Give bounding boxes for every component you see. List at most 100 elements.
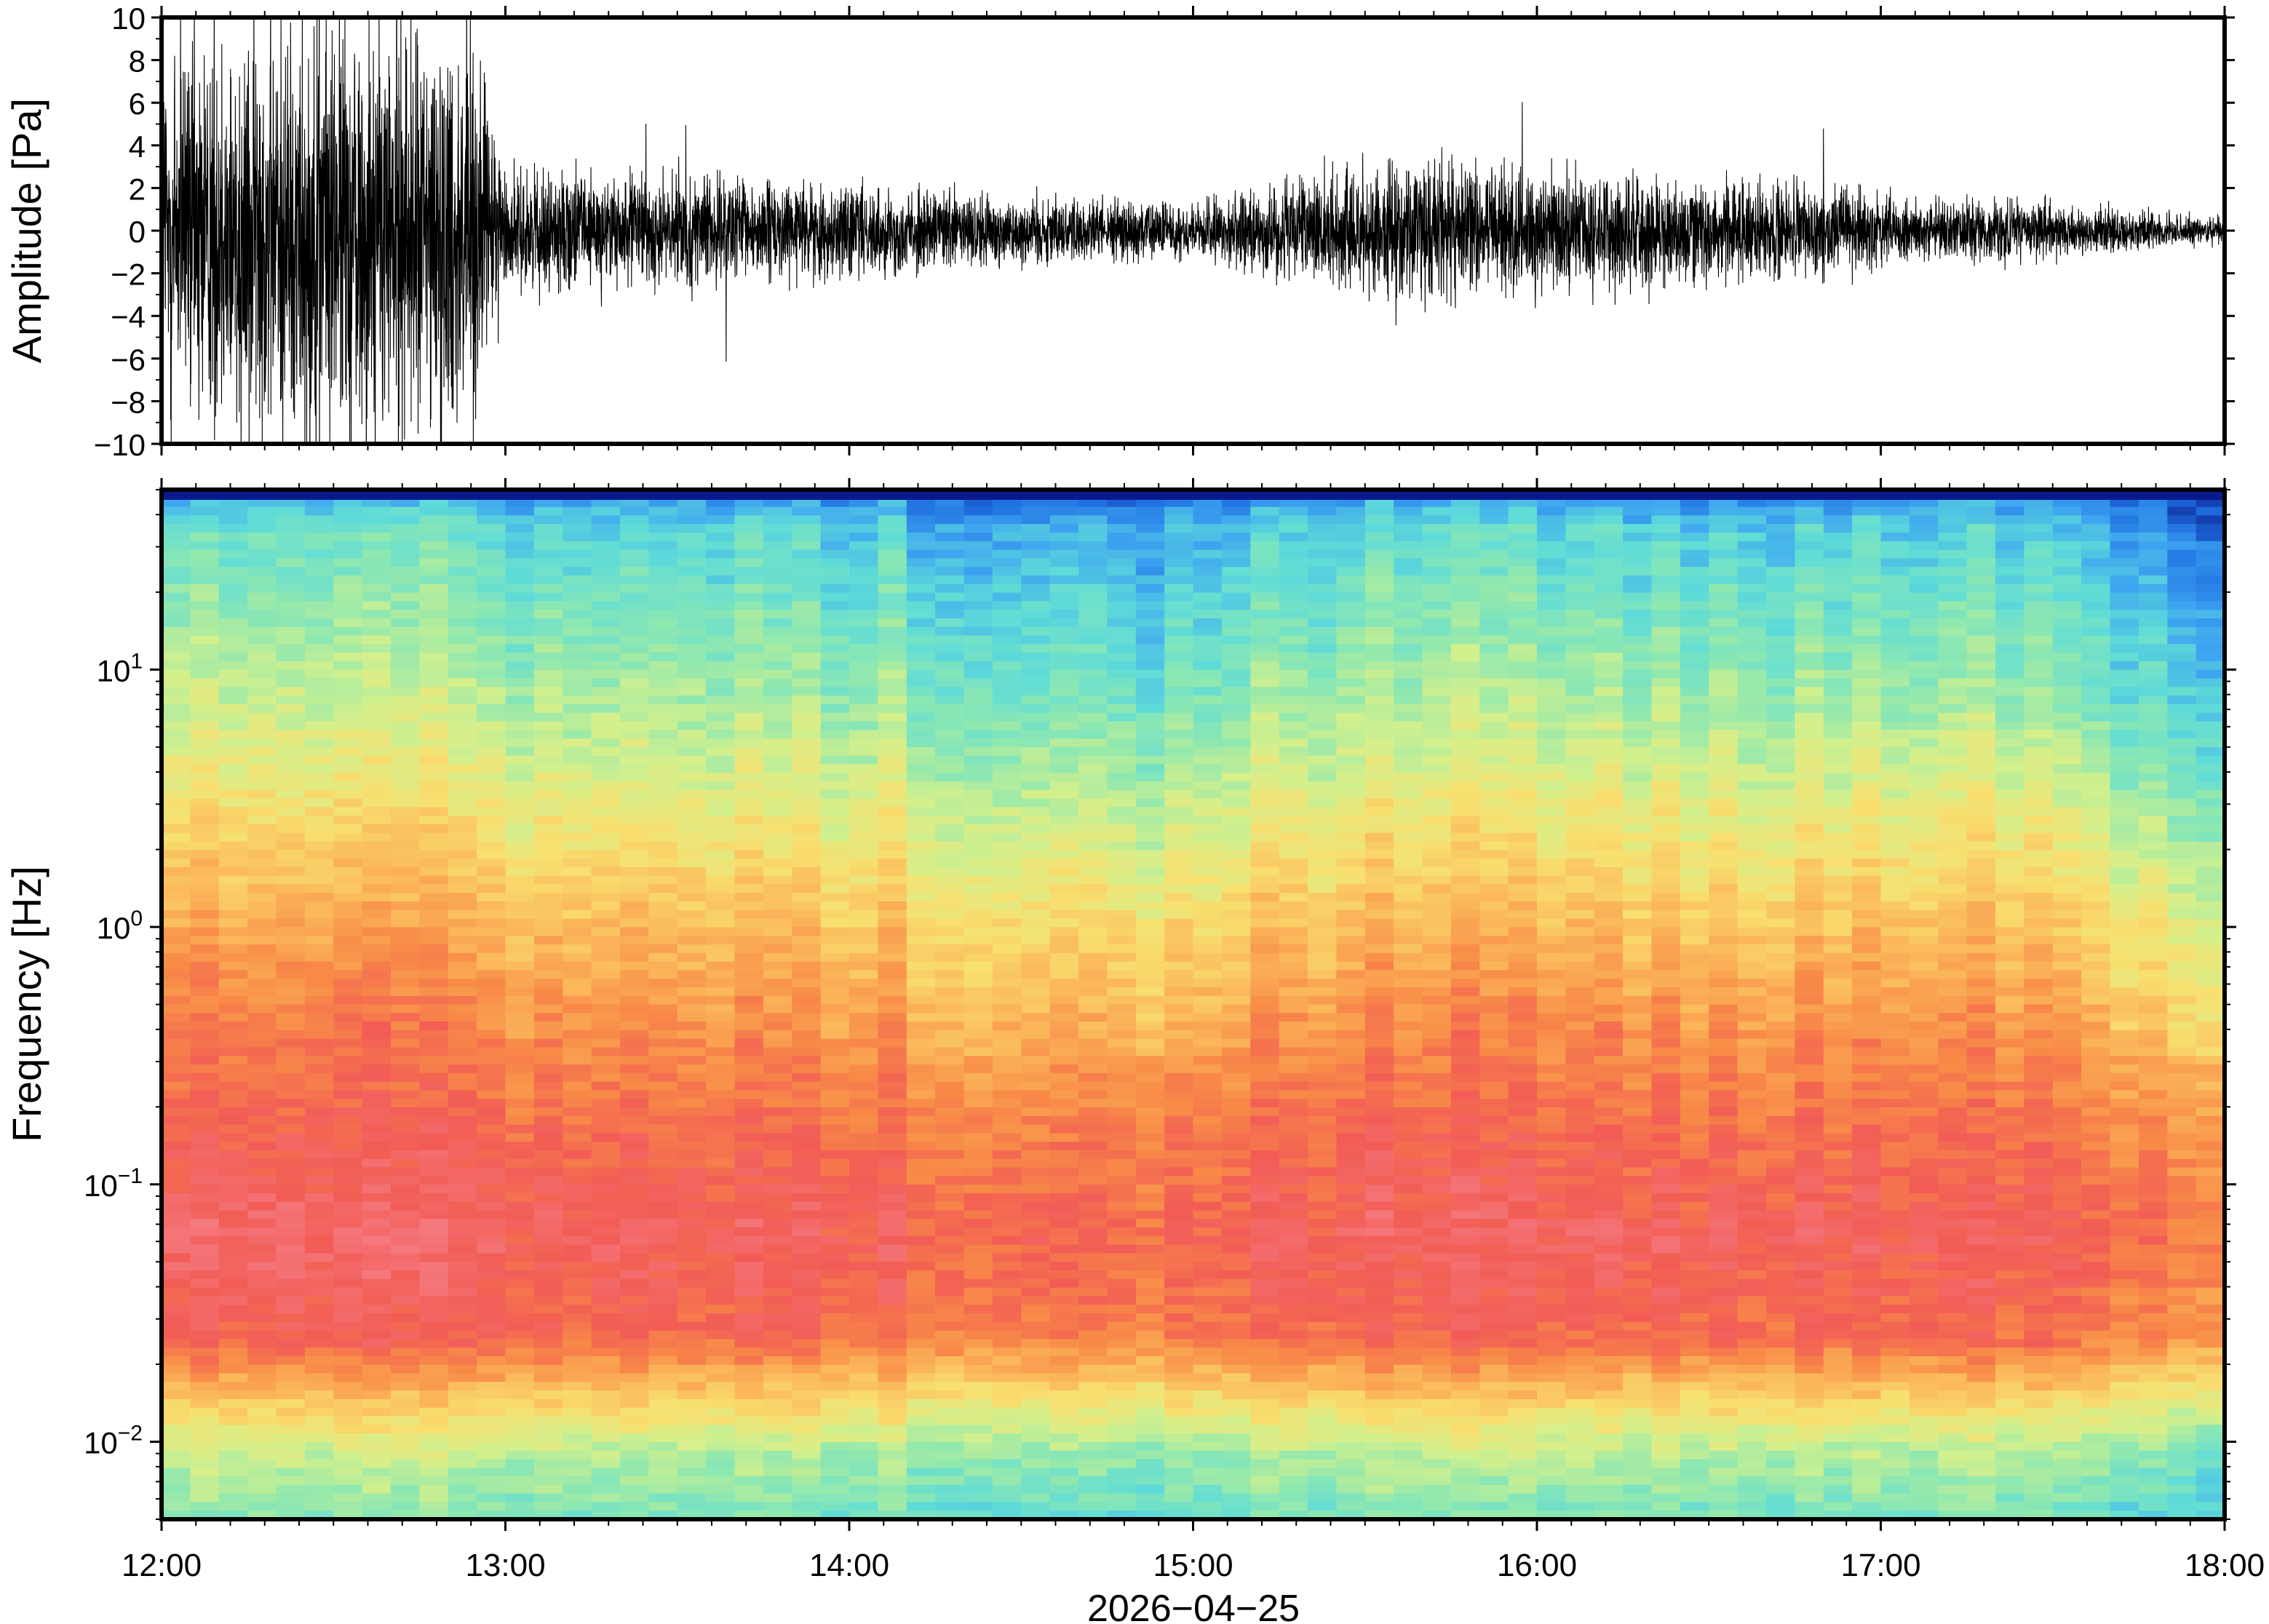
spectrogram-cell [591, 739, 621, 748]
spectrogram-cell [1737, 635, 1767, 645]
spectrogram-cell [2138, 567, 2169, 576]
spectrogram-cell [419, 661, 449, 671]
spectrogram-cell [505, 601, 535, 611]
spectrogram-cell [333, 867, 363, 877]
spectrogram-cell [505, 721, 535, 731]
spectrogram-cell [1078, 952, 1108, 963]
spectrogram-cell [1508, 515, 1538, 525]
spectrogram-cell [190, 541, 220, 551]
spectrogram-cell [190, 995, 220, 1006]
spectrogram-cell [906, 755, 937, 765]
spectrogram-cell [1823, 970, 1853, 980]
spectrogram-cell [1308, 893, 1338, 902]
spectrogram-cell [2138, 764, 2169, 774]
spectrogram-cell [2110, 798, 2139, 808]
spectrogram-cell [448, 653, 478, 662]
spectrogram-cell [2081, 712, 2111, 723]
spectrogram-cell [2052, 575, 2083, 585]
spectrogram-cell [1336, 687, 1366, 696]
spectrogram-cell [505, 755, 535, 765]
spectrogram-cell [533, 764, 564, 774]
spectrogram-cell [304, 687, 335, 696]
spectrogram-cell [1651, 824, 1681, 834]
spectrogram-cell [2081, 1013, 2111, 1023]
spectrogram-cell [2081, 653, 2111, 662]
spectrogram-cell [333, 669, 363, 680]
spectrogram-cell [477, 678, 506, 688]
spectrogram-cell [1422, 893, 1452, 902]
spectrogram-cell [1909, 730, 1939, 739]
spectrogram-cell [1336, 1022, 1366, 1031]
spectrogram-cell [648, 961, 678, 971]
spectrogram-cell [792, 789, 822, 800]
spectrogram-cell [1795, 995, 1824, 1006]
spectrogram-cell [1308, 730, 1338, 739]
spectrogram-cell [1049, 807, 1079, 817]
spectrogram-cell [419, 558, 449, 568]
spectrogram-cell [1565, 592, 1595, 602]
spectrogram-cell [1823, 730, 1853, 739]
spectrogram-cell [1221, 584, 1252, 594]
spectrogram-cell [190, 1004, 220, 1014]
spectrogram-cell [1766, 601, 1796, 611]
spectrogram-cell [1422, 584, 1452, 594]
spectrogram-cell [1450, 678, 1481, 688]
spectrogram-cell [218, 995, 249, 1006]
spectrogram-cell [591, 653, 621, 662]
spectrogram-cell [1078, 824, 1108, 834]
spectrogram-cell [276, 755, 306, 765]
spectrogram-cell [648, 995, 678, 1006]
spectrogram-cell [448, 927, 478, 937]
spectrogram-cell [2052, 704, 2083, 714]
spectrogram-cell [1623, 867, 1653, 877]
spectrogram-cell [2138, 592, 2169, 602]
spectrogram-cell [906, 747, 937, 757]
spectrogram-cell [218, 841, 249, 851]
spectrogram-cell [591, 626, 621, 637]
spectrogram-cell [1450, 867, 1481, 877]
spectrogram-cell [162, 1030, 191, 1040]
spectrogram-cell [1422, 678, 1452, 688]
spectrogram-cell [648, 918, 678, 928]
spectrogram-cell [992, 653, 1022, 662]
spectrogram-cell [1049, 1022, 1079, 1031]
spectrogram-cell [849, 549, 879, 560]
spectrogram-cell [1049, 841, 1079, 851]
spectrogram-cell [419, 747, 449, 757]
spectrogram-cell [448, 884, 478, 894]
spectrogram-cell [2138, 1022, 2169, 1031]
spectrogram-cell [763, 515, 793, 525]
spectrogram-cell [1852, 832, 1882, 843]
spectrogram-cell [190, 601, 220, 611]
spectrogram-cell [362, 807, 392, 817]
spectrogram-cell [1737, 730, 1767, 739]
spectrogram-cell [505, 515, 535, 525]
spectrogram-cell [792, 781, 822, 791]
spectrogram-cell [1795, 575, 1824, 585]
spectrogram-cell [620, 841, 650, 851]
spectrogram-cell [1852, 704, 1882, 714]
spectrogram-cell [1479, 669, 1509, 680]
spectrogram-cell [963, 618, 993, 628]
spectrogram-cell [820, 669, 850, 680]
spectrogram-cell [935, 1047, 965, 1057]
spectrogram-cell [849, 687, 879, 696]
spectrogram-cell [1364, 773, 1395, 782]
spectrogram-cell [648, 867, 678, 877]
spectrogram-cell [1078, 1004, 1108, 1014]
spectrogram-cell [1135, 541, 1166, 551]
spectrogram-cell [1709, 687, 1738, 696]
spectrogram-cell [276, 773, 306, 782]
spectrogram-cell [1795, 584, 1824, 594]
spectrogram-cell [419, 944, 449, 954]
spectrogram-cell [620, 687, 650, 696]
spectrogram-cell [1364, 1038, 1395, 1048]
spectrogram-cell [1651, 524, 1681, 533]
spectrogram-cell [505, 575, 535, 585]
spectrogram-cell [734, 661, 764, 671]
spectrogram-cell [1107, 1030, 1137, 1040]
spectrogram-cell [1250, 601, 1280, 611]
spectrogram-cell [677, 610, 707, 619]
spectrogram-cell [391, 1056, 421, 1066]
spectrogram-cell [1537, 1022, 1567, 1031]
